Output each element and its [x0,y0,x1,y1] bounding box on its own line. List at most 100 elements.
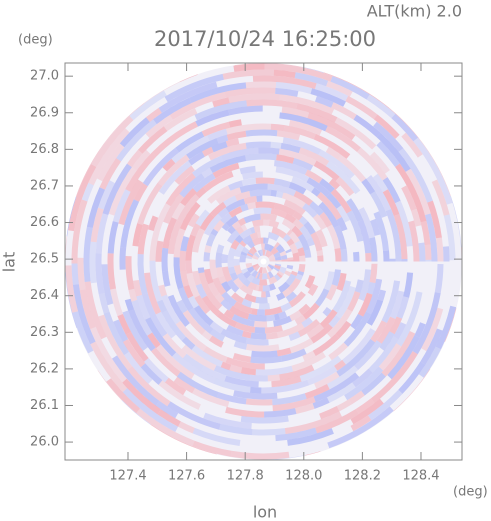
echo-cell [251,277,261,286]
echo-cell [192,228,205,253]
echo-cell [188,151,205,166]
echo-cell [138,126,168,154]
echo-cell [201,365,227,382]
echo-cell [322,307,332,317]
echo-cell [201,295,221,317]
echo-cell [353,251,360,262]
echo-cell [146,107,162,122]
echo-cell [366,282,376,295]
echo-cell [258,147,280,155]
echo-cell [144,272,162,315]
echo-cell [368,389,403,421]
x-axis-label: lon [253,503,277,521]
echo-cell [233,277,244,289]
echo-cell [192,427,241,446]
echo-cell [161,247,169,272]
echo-cell [228,93,280,104]
echo-cell [182,353,205,371]
echo-cell [285,248,292,254]
echo-cell [319,178,335,193]
echo-cell [208,282,220,297]
echo-cell [302,203,318,218]
echo-cell [179,173,205,198]
echo-cell [294,240,303,250]
echo-cell [89,241,97,284]
echo-cell [368,336,399,373]
echo-cell [228,180,244,191]
echo-cell [354,340,382,370]
echo-cell [267,264,275,270]
echo-cell [171,202,186,220]
echo-cell [288,231,300,244]
echo-cell [298,303,311,315]
echo-cell [262,273,268,280]
echo-cell [350,398,384,425]
echo-cell [203,171,234,192]
echo-cell [249,232,259,241]
echo-cell [263,219,270,226]
echo-cell [95,213,109,254]
echo-cell [326,80,353,97]
echo-cell [313,133,351,159]
echo-cell [165,172,196,207]
echo-cell [284,411,342,435]
echo-cell [119,247,127,270]
echo-cell [179,74,198,83]
echo-cell [217,207,229,219]
y-tick-label: 26.2 [30,361,59,376]
echo-cell [68,164,97,232]
echo-cell [340,248,348,262]
echo-cell [318,149,355,179]
echo-cell [299,255,306,262]
y-tick-label: 26.9 [30,105,59,120]
echo-cell [345,95,378,120]
echo-cell [215,252,223,268]
echo-cell [65,265,78,313]
echo-cell [273,251,281,258]
echo-cell [305,451,321,456]
echo-cell [219,423,253,436]
echo-cell [66,215,71,237]
echo-cell [195,109,230,127]
echo-cell [281,348,307,362]
echo-cell [260,237,264,244]
echo-cell [133,183,148,202]
echo-cell [216,244,225,254]
echo-cell [370,351,418,404]
echo-cell [208,335,224,348]
echo-cell [260,243,265,250]
echo-cell [270,123,285,132]
echo-cell [396,296,410,319]
echo-cell [228,206,243,218]
echo-cell [122,378,161,415]
echo-cell [255,296,268,304]
echo-cell [395,255,402,262]
echo-cell [266,272,271,279]
echo-cell [335,320,352,339]
echo-cell [124,298,135,312]
echo-cell [275,256,282,261]
echo-cell [289,338,314,354]
echo-cell [232,353,252,363]
echo-cell [313,372,360,403]
echo-cell [181,336,196,350]
echo-cell [311,187,321,197]
echo-cell [227,225,236,235]
echo-cell [286,264,294,270]
echo-cell [233,301,253,314]
echo-cell [335,286,356,319]
echo-cell [95,253,105,295]
echo-cell [180,271,190,287]
echo-cell [316,250,324,256]
echo-cell [444,308,457,342]
echo-cell [190,223,201,237]
echo-cell [244,293,257,303]
echo-cell [188,307,214,334]
echo-cell [314,371,340,389]
echo-cell [192,270,202,286]
echo-cell [307,112,356,141]
echo-cell [214,293,225,304]
echo-cell [276,322,305,339]
echo-cell [110,288,123,317]
echo-cell [194,100,247,121]
